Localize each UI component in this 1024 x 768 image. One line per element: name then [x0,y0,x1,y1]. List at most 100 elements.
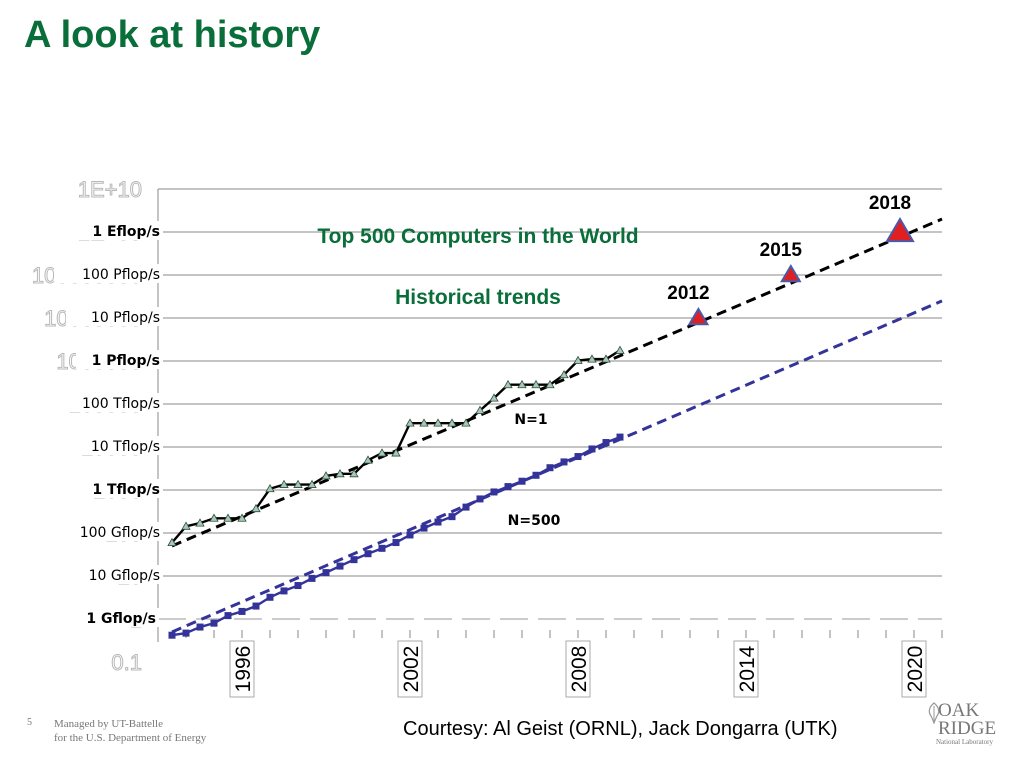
n1-data-point [461,418,471,427]
performance-chart: 1E+101E+09100000000100000001000000100000… [31,177,943,698]
n500-data-point [448,513,456,521]
n1-data-point [223,513,233,522]
n500-data-point [602,439,610,447]
managed-by-line1: Managed by UT-Battelle [54,718,163,730]
x-axis-ticks: 1996 2002 2008 2014 2020 [157,630,943,698]
n1-data-point [601,354,611,363]
n500-data-point [182,629,190,637]
y-unit-label-bg [76,221,163,240]
x-tick-label: 2020 [904,646,927,693]
n1-data-point [587,354,597,363]
x-tick-box [397,640,423,698]
n500-data-point [392,539,400,547]
logo-text-lab: National Laboratory [936,738,993,746]
n1-data-point [195,518,205,527]
n500-data-point [350,556,358,564]
n500-data-point [476,495,484,503]
n500-data-point [266,593,274,601]
n500-annotation: N=500 [508,513,561,529]
projection-marker [780,264,802,283]
ornl-logo: OAK RIDGE National Laboratory [926,700,1000,748]
y-unit-label: 1 Pflop/s [92,353,160,369]
n1-data-point [545,379,555,389]
y-unit-label: 100 Gflop/s [80,525,160,541]
n500-data-point [364,550,372,558]
n1-data-point [209,513,219,522]
page-title: A look at history [24,14,321,56]
projection-marker [885,217,915,243]
n500-data-point [560,458,568,466]
n1-data-point [265,483,275,493]
n500-data-point [546,464,554,472]
n500-data-point [238,607,246,615]
n1-data-point [349,469,359,478]
managed-by-line2: for the U.S. Department of Energy [54,732,207,744]
y-unit-label: 100 Pflop/s [82,267,160,283]
n1-data-point [391,448,401,457]
n500-data-point [406,531,414,539]
logo-text-oak: OAK [938,700,980,721]
n500-data-point [532,471,540,479]
y-tick-value: 0.1 [111,650,142,675]
x-tick-box [733,640,759,698]
n500-data-point [574,453,582,461]
n500-data-point [588,445,596,453]
n500-data-point [490,488,498,496]
managed-by-text: Managed by UT-Battelle for the U.S. Depa… [54,717,206,745]
n500-data-point [504,483,512,491]
y-unit-label-bg [76,479,163,498]
n500-data-point [420,524,428,532]
y-unit-label: 1 Eflop/s [92,224,160,240]
projection-marker [687,307,710,326]
n1-data-point [377,448,387,457]
courtesy-text: Courtesy: Al Geist (ORNL), Jack Dongarra… [403,718,838,740]
n1-data-point [335,469,345,478]
y-unit-label: 10 Gflop/s [89,568,160,584]
n500-data-point [434,518,442,526]
chart-text-layer: 2012 2015 2018 Top 500 Computers in the Wor… [317,193,911,529]
n500-data-point [308,574,316,582]
n1-data-point [237,513,247,522]
n1-data-point [531,379,541,389]
n500-data-point [616,433,624,441]
x-tick-label: 2008 [568,646,591,693]
n1-data-point [615,345,625,354]
n500-data-point [322,569,330,577]
n1-data-point [433,418,443,427]
n500-data-point [462,503,470,511]
n1-data-point [475,405,485,414]
n1-data-point [293,479,303,488]
n500-data-point [210,619,218,627]
n1-data-point [517,379,527,389]
x-tick-box [901,640,927,698]
n500-trend-line [171,299,943,634]
y-unit-label-bg [72,608,159,627]
n1-data-point [279,479,289,488]
y-unit-label-bg [54,264,163,283]
n1-data-point [363,455,373,464]
y-unit-label: 10 Tflop/s [91,439,160,455]
n1-data-point [405,418,415,427]
n1-data-point [503,379,513,389]
n1-data-point [573,355,583,364]
y-unit-label: 1 Tflop/s [92,482,160,498]
n500-data-point [336,562,344,570]
y-tick-value: 1E+10 [78,177,142,202]
x-tick-label: 2014 [736,645,759,692]
logo-text-ridge: RIDGE [938,718,997,739]
y-axis-ticks: 1E+101E+09100000000100000001000000100000… [31,177,163,676]
y-unit-label: 100 Tflop/s [82,396,160,412]
n1-data-point [489,393,499,402]
n1-data-point [447,418,457,427]
x-tick-label: 1996 [232,646,255,693]
projection-label: 2015 [760,240,803,261]
chart-title: Top 500 Computers in the World [317,225,638,248]
n500-data-point [168,631,176,639]
y-unit-label-bg [54,393,163,412]
n1-trend-line [171,217,943,548]
y-unit-label-bg [66,565,163,584]
y-unit-label-bg [76,350,163,369]
n500-data-point [280,587,288,595]
n500-data-point [378,544,386,552]
x-tick-label: 2002 [400,646,423,693]
